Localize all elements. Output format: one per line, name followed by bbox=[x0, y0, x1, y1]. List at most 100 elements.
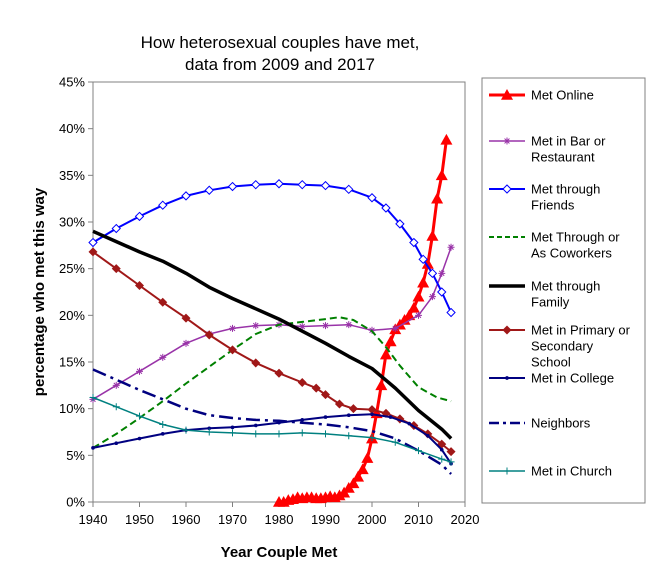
series-3 bbox=[92, 316, 452, 449]
legend-marker bbox=[502, 184, 512, 194]
legend-label: As Coworkers bbox=[531, 246, 612, 261]
data-point bbox=[415, 447, 422, 455]
legend-label: Met Online bbox=[531, 88, 594, 103]
data-point bbox=[230, 425, 235, 430]
data-point bbox=[334, 399, 344, 409]
data-point bbox=[111, 223, 121, 234]
data-point bbox=[435, 169, 448, 181]
data-point bbox=[388, 415, 393, 419]
legend-label: Met in Primary or bbox=[531, 323, 631, 338]
data-point bbox=[346, 413, 351, 418]
data-point bbox=[395, 414, 405, 424]
legend-marker bbox=[502, 325, 512, 335]
data-point bbox=[391, 324, 399, 332]
data-point bbox=[207, 426, 212, 431]
data-point bbox=[323, 415, 328, 419]
data-point bbox=[252, 430, 260, 438]
data-point bbox=[415, 311, 422, 319]
legend-label: Neighbors bbox=[531, 416, 591, 431]
data-point bbox=[418, 254, 428, 265]
series-2 bbox=[88, 179, 456, 318]
data-point bbox=[159, 421, 167, 429]
data-point bbox=[407, 421, 412, 426]
data-point bbox=[439, 447, 444, 452]
series-line bbox=[92, 182, 453, 313]
data-point bbox=[344, 184, 354, 195]
data-point bbox=[134, 280, 145, 290]
data-point bbox=[300, 418, 305, 422]
data-point bbox=[275, 430, 283, 438]
data-point bbox=[361, 452, 374, 463]
data-point bbox=[423, 429, 433, 439]
legend-label: Met through bbox=[531, 279, 600, 294]
legend-label: School bbox=[531, 355, 571, 370]
series-line bbox=[92, 368, 452, 475]
data-point bbox=[182, 339, 190, 347]
legend-label: Met in College bbox=[531, 371, 614, 386]
data-point bbox=[384, 335, 397, 347]
data-point bbox=[375, 379, 388, 391]
legend-label: Secondary bbox=[531, 339, 594, 354]
y-tick-label: 5% bbox=[66, 448, 85, 463]
legend-marker bbox=[501, 89, 513, 100]
x-tick-label: 2010 bbox=[404, 512, 433, 527]
x-tick-label: 1990 bbox=[311, 512, 340, 527]
y-tick-label: 40% bbox=[59, 121, 85, 136]
data-point bbox=[367, 193, 377, 203]
series-line bbox=[92, 229, 453, 440]
data-point bbox=[426, 230, 439, 241]
y-tick-label: 45% bbox=[59, 75, 85, 90]
data-point bbox=[137, 436, 142, 441]
legend-item: Met in College bbox=[489, 371, 614, 386]
data-point bbox=[204, 330, 214, 340]
data-point bbox=[252, 322, 260, 330]
data-point bbox=[112, 403, 120, 411]
data-point bbox=[91, 446, 95, 450]
series-line bbox=[92, 316, 452, 449]
series-6 bbox=[91, 412, 453, 466]
series-line bbox=[92, 413, 452, 465]
series-8 bbox=[89, 393, 455, 466]
data-point bbox=[298, 429, 306, 437]
series-line bbox=[92, 396, 452, 463]
data-point bbox=[440, 133, 453, 145]
data-point bbox=[158, 297, 168, 307]
data-point bbox=[427, 268, 438, 279]
data-point bbox=[136, 412, 143, 420]
data-point bbox=[251, 179, 261, 190]
series-7 bbox=[92, 368, 452, 475]
data-point bbox=[251, 358, 261, 368]
data-point bbox=[320, 180, 331, 191]
legend-label: Met Through or bbox=[531, 230, 620, 245]
chart-title: How heterosexual couples have met, data f… bbox=[141, 33, 420, 74]
data-point bbox=[421, 258, 434, 269]
chart-title-line: How heterosexual couples have met, bbox=[141, 33, 420, 52]
data-point bbox=[447, 243, 455, 251]
y-tick-label: 35% bbox=[59, 168, 85, 183]
data-point bbox=[253, 423, 258, 428]
x-tick-label: 2020 bbox=[451, 512, 480, 527]
data-point bbox=[274, 368, 284, 378]
data-point bbox=[88, 237, 98, 248]
x-tick-label: 1960 bbox=[172, 512, 201, 527]
y-tick-label: 15% bbox=[59, 355, 85, 370]
data-point bbox=[438, 455, 446, 463]
series-lines bbox=[88, 133, 456, 507]
legend-label: Friends bbox=[531, 198, 575, 213]
y-tick-label: 30% bbox=[59, 215, 85, 230]
data-point bbox=[348, 404, 358, 414]
data-point bbox=[438, 269, 446, 277]
data-point bbox=[227, 181, 238, 192]
x-axis-label: Year Couple Met bbox=[221, 544, 338, 561]
data-point bbox=[111, 264, 121, 274]
data-point bbox=[181, 191, 191, 201]
data-point bbox=[274, 179, 284, 189]
data-point bbox=[395, 219, 405, 229]
y-axis-label: percentage who met this way bbox=[31, 187, 48, 396]
legend-label: Family bbox=[531, 295, 570, 310]
legend-item: Met Online bbox=[489, 88, 594, 103]
data-point bbox=[447, 458, 455, 466]
data-point bbox=[160, 432, 165, 436]
